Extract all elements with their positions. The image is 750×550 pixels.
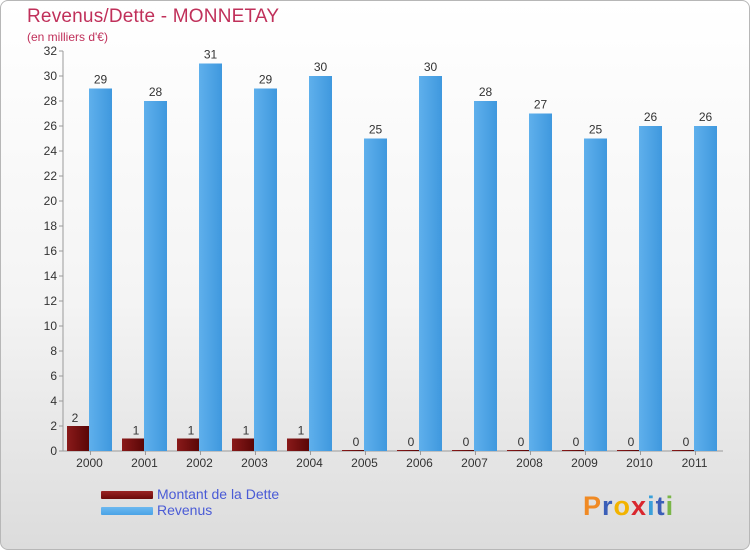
x-tick-label: 2003 <box>241 456 268 470</box>
y-tick-label: 6 <box>50 369 57 383</box>
y-tick-label: 0 <box>50 444 57 458</box>
y-tick-label: 14 <box>44 269 58 283</box>
debt-value-label: 2 <box>72 411 79 425</box>
revenue-bar <box>199 63 222 451</box>
chart-title: Revenus/Dette - MONNETAY <box>27 6 280 27</box>
debt-value-label: 1 <box>188 424 195 438</box>
revenue-bar <box>584 138 607 451</box>
y-tick-label: 24 <box>44 144 58 158</box>
debt-bar <box>287 438 309 451</box>
revenue-bar <box>144 101 167 451</box>
y-tick-label: 16 <box>44 244 58 258</box>
revenue-value-label: 29 <box>259 73 273 87</box>
debt-bar <box>562 450 584 451</box>
y-tick-label: 18 <box>44 219 58 233</box>
y-tick-label: 4 <box>50 394 57 408</box>
proxiti-logo: Proxiti <box>583 491 674 522</box>
revenue-value-label: 29 <box>94 73 108 87</box>
debt-bar <box>452 450 474 451</box>
logo-letter: r <box>602 491 614 521</box>
revenue-value-label: 26 <box>644 110 658 124</box>
debt-value-label: 1 <box>133 424 140 438</box>
legend-label-revenue: Revenus <box>157 502 213 518</box>
y-tick-label: 22 <box>44 169 58 183</box>
y-tick-label: 2 <box>50 419 57 433</box>
revenue-value-label: 25 <box>369 123 383 137</box>
debt-value-label: 0 <box>573 435 580 449</box>
debt-value-label: 1 <box>243 424 250 438</box>
revenue-value-label: 26 <box>699 110 713 124</box>
revenue-value-label: 30 <box>424 60 438 74</box>
y-tick-label: 26 <box>44 119 58 133</box>
revenue-value-label: 25 <box>589 123 603 137</box>
x-tick-label: 2009 <box>571 456 598 470</box>
logo-letter: o <box>613 491 632 521</box>
revenue-bar <box>529 113 552 451</box>
x-tick-label: 2000 <box>76 456 103 470</box>
debt-bar <box>232 438 254 451</box>
revenue-bar <box>639 126 662 451</box>
revenue-value-label: 28 <box>479 85 493 99</box>
debt-bar <box>507 450 529 451</box>
y-tick-label: 10 <box>44 319 58 333</box>
x-tick-label: 2007 <box>461 456 488 470</box>
x-tick-label: 2002 <box>186 456 213 470</box>
x-tick-label: 2008 <box>516 456 543 470</box>
debt-bar <box>67 426 89 451</box>
debt-bar <box>617 450 639 451</box>
debt-value-label: 1 <box>298 424 305 438</box>
debt-bar <box>397 450 419 451</box>
logo-letter: t <box>655 491 666 521</box>
revenue-bar <box>694 126 717 451</box>
y-tick-label: 32 <box>44 44 58 58</box>
x-tick-label: 2006 <box>406 456 433 470</box>
revenue-bar <box>89 88 112 451</box>
debt-bar <box>177 438 199 451</box>
y-tick-label: 28 <box>44 94 58 108</box>
debt-bar <box>342 450 364 451</box>
revenue-bar <box>474 101 497 451</box>
x-tick-label: 2005 <box>351 456 378 470</box>
x-tick-label: 2001 <box>131 456 158 470</box>
chart-subtitle: (en milliers d'€) <box>27 30 108 44</box>
y-tick-label: 8 <box>50 344 57 358</box>
debt-value-label: 0 <box>463 435 470 449</box>
revenue-value-label: 27 <box>534 98 548 112</box>
logo-letter: P <box>583 491 603 521</box>
debt-value-label: 0 <box>628 435 635 449</box>
logo-letter: i <box>665 491 675 521</box>
debt-bar <box>672 450 694 451</box>
debt-value-label: 0 <box>353 435 360 449</box>
x-tick-label: 2011 <box>682 456 708 470</box>
revenue-bar <box>254 88 277 451</box>
logo-letter: x <box>631 491 648 521</box>
revenue-value-label: 30 <box>314 60 328 74</box>
revenue-bar <box>364 138 387 451</box>
logo-letter: i <box>647 491 656 521</box>
debt-value-label: 0 <box>683 435 690 449</box>
revenue-bar <box>419 76 442 451</box>
legend-swatch-revenue <box>101 507 153 515</box>
x-tick-label: 2010 <box>626 456 653 470</box>
debt-bar <box>122 438 144 451</box>
revenue-value-label: 28 <box>149 85 163 99</box>
x-tick-label: 2004 <box>296 456 323 470</box>
y-tick-label: 12 <box>44 294 58 308</box>
debt-value-label: 0 <box>408 435 415 449</box>
y-tick-label: 30 <box>44 69 58 83</box>
legend-label-debt: Montant de la Dette <box>157 486 280 502</box>
revenue-bar <box>309 76 332 451</box>
revenue-value-label: 31 <box>204 48 218 62</box>
debt-value-label: 0 <box>518 435 525 449</box>
legend-swatch-debt <box>101 491 153 499</box>
y-tick-label: 20 <box>44 194 58 208</box>
